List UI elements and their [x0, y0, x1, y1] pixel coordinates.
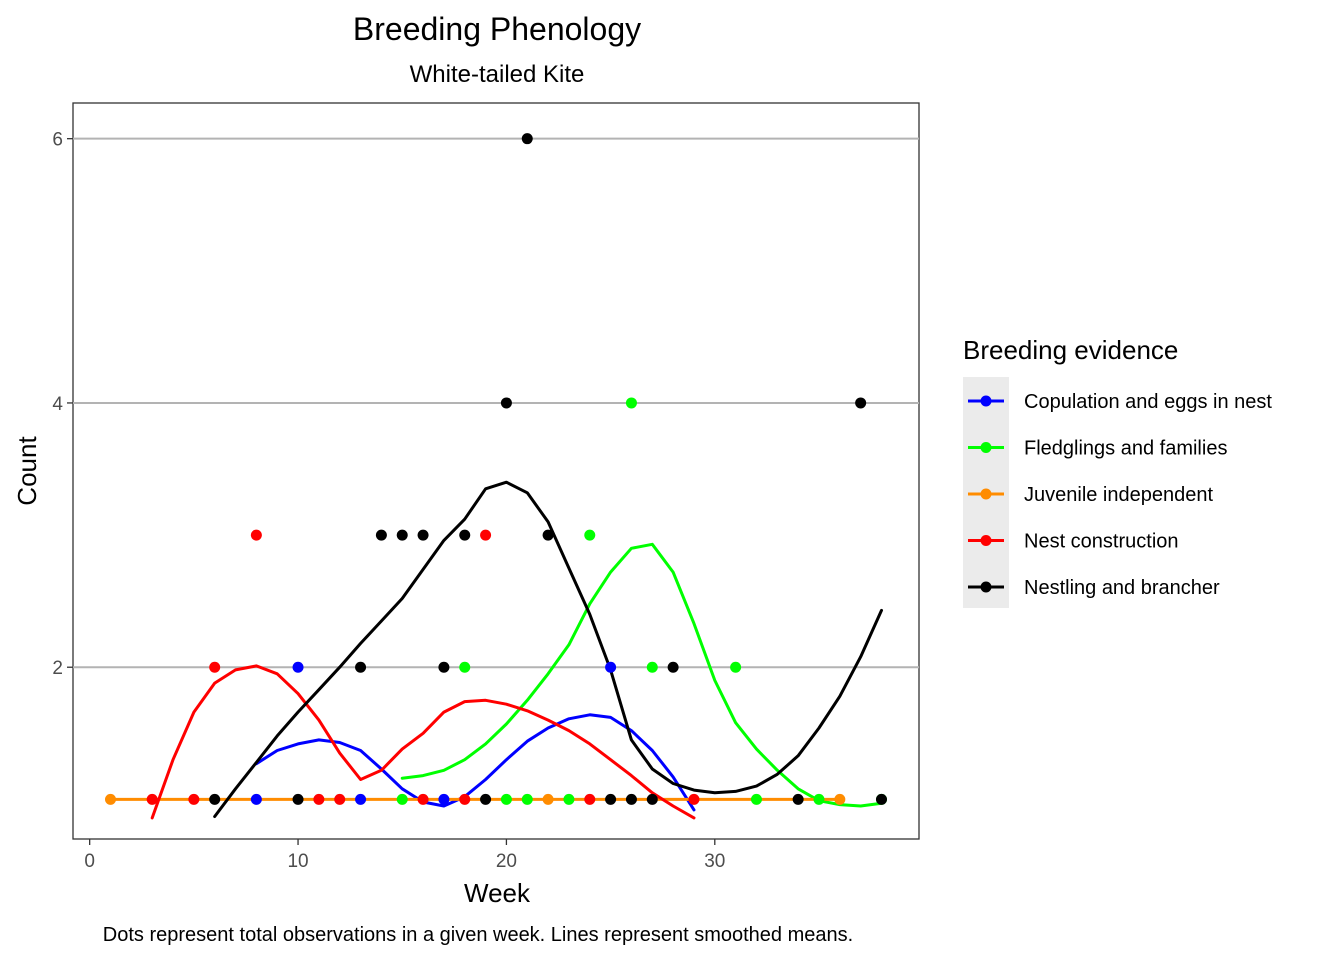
x-tick-label: 0: [84, 851, 95, 872]
data-point: [584, 793, 596, 805]
chart-title: Breeding Phenology: [353, 11, 641, 47]
legend-title: Breeding evidence: [963, 335, 1178, 365]
data-point: [355, 661, 367, 673]
data-point: [646, 661, 658, 673]
data-point: [521, 133, 533, 145]
data-point: [313, 793, 325, 805]
data-point: [750, 793, 762, 805]
x-tick-label: 20: [496, 851, 517, 872]
data-point: [459, 661, 471, 673]
data-point: [459, 529, 471, 541]
smoothed-line: [400, 542, 883, 808]
data-point: [855, 397, 867, 409]
y-tick-label: 4: [52, 394, 63, 415]
data-point: [209, 793, 221, 805]
legend-label: Nest construction: [1024, 531, 1179, 553]
data-point: [417, 529, 429, 541]
data-point: [292, 661, 304, 673]
data-point: [188, 793, 200, 805]
observation-points: [105, 133, 887, 805]
data-point: [105, 793, 117, 805]
data-point: [834, 793, 846, 805]
legend-key-point: [980, 581, 992, 593]
data-point: [480, 793, 492, 805]
data-point: [250, 793, 262, 805]
legend-label: Copulation and eggs in nest: [1024, 391, 1272, 413]
data-point: [667, 661, 679, 673]
data-point: [250, 529, 262, 541]
data-point: [500, 793, 512, 805]
data-point: [730, 661, 742, 673]
data-point: [146, 793, 158, 805]
data-point: [375, 529, 387, 541]
data-point: [875, 793, 887, 805]
legend-label: Nestling and brancher: [1024, 577, 1220, 599]
smoothed-line: [213, 480, 883, 818]
data-point: [500, 397, 512, 409]
x-tick-label: 10: [287, 851, 308, 872]
legend-key-point: [980, 442, 992, 453]
data-point: [209, 661, 221, 673]
data-point: [292, 793, 304, 805]
chart-caption: Dots represent total observations in a g…: [103, 924, 853, 946]
data-point: [605, 793, 617, 805]
data-point: [396, 529, 408, 541]
y-tick-label: 2: [52, 658, 63, 679]
data-point: [605, 661, 617, 673]
legend-key-point: [980, 395, 992, 407]
y-tick-label: 6: [52, 130, 63, 151]
data-point: [438, 793, 450, 805]
data-point: [396, 793, 408, 805]
data-point: [792, 793, 804, 805]
data-point: [521, 793, 533, 805]
y-axis-title: Count: [12, 436, 42, 506]
x-tick-label: 30: [704, 851, 725, 872]
chart-subtitle: White-tailed Kite: [410, 61, 585, 88]
data-point: [480, 529, 492, 541]
legend-key-point: [980, 535, 992, 546]
data-point: [417, 793, 429, 805]
legend: Copulation and eggs in nest Fledglings an…: [968, 391, 1272, 599]
data-point: [542, 793, 554, 805]
x-axis-title: Week: [464, 878, 531, 908]
legend-label: Juvenile independent: [1024, 484, 1213, 506]
data-point: [646, 793, 658, 805]
smoothed-line: [254, 713, 696, 812]
plot-panel: [72, 102, 920, 840]
data-point: [625, 793, 637, 805]
smoothed-lines: [109, 480, 883, 820]
legend-label: Fledglings and families: [1024, 438, 1227, 460]
axes: 2 4 6 0 10 20 30: [52, 130, 725, 872]
data-point: [625, 397, 637, 409]
data-point: [563, 793, 575, 805]
data-point: [813, 793, 825, 805]
data-point: [355, 793, 367, 805]
data-point: [459, 793, 471, 805]
data-point: [688, 793, 700, 805]
data-point: [334, 793, 346, 805]
smoothed-line: [150, 664, 696, 820]
data-point: [438, 661, 450, 673]
data-point: [542, 529, 554, 541]
legend-key-point: [980, 488, 992, 500]
data-point: [584, 529, 596, 541]
